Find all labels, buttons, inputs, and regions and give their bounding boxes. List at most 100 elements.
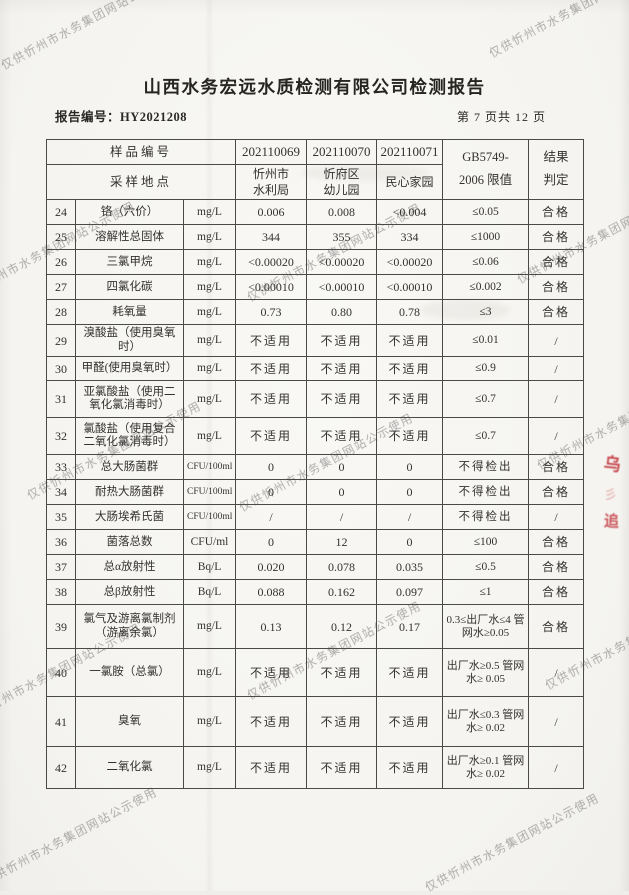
sample1-value-cell: 0.020 — [235, 554, 308, 581]
result-cell: 合格 — [528, 224, 585, 251]
row-number-cell: 37 — [46, 554, 76, 581]
unit-cell: mg/L — [182, 324, 237, 358]
parameter-name-cell: 一氯胺（总氯） — [75, 648, 184, 698]
unit-cell: mg/L — [182, 224, 237, 251]
limit-cell: 不得检出 — [442, 454, 530, 481]
limit-cell: 不得检出 — [442, 504, 530, 531]
unit-cell: mg/L — [182, 380, 237, 419]
sample3-value-cell: 0.78 — [376, 299, 444, 326]
table-row: 27 四氯化碳 mg/L <0.00010 <0.00010 <0.00010 ≤0.002… — [46, 274, 585, 301]
sample-id-label-cell: 样品编号 — [45, 139, 237, 165]
red-stamp-fragment: 乌 彡 追 — [599, 448, 629, 552]
sample2-value-cell: 0 — [306, 479, 378, 506]
sample2-value-cell: 0.80 — [306, 299, 378, 326]
sample3-value-cell: 0 — [376, 529, 444, 556]
limit-cell: ≤100 — [442, 529, 530, 556]
table-row: 37 总α放射性 Bq/L 0.020 0.078 0.035 ≤0.5 合格 — [46, 554, 585, 581]
sample3-value-cell: 不适用 — [376, 696, 444, 748]
sample2-value-cell: 不适用 — [306, 356, 378, 382]
row-number-cell: 28 — [46, 299, 76, 326]
parameter-name-cell: 溴酸盐（使用臭氧时） — [75, 324, 184, 358]
sample1-value-cell: 0.73 — [235, 299, 308, 326]
sample2-value-cell: 0.12 — [306, 604, 378, 650]
parameter-name-cell: 总α放射性 — [75, 554, 184, 581]
stamp-mark: 乌 — [602, 454, 622, 475]
sample2-value-cell: 不适用 — [306, 696, 378, 748]
result-cell: / — [528, 648, 585, 698]
sample3-value-cell: 不适用 — [376, 356, 444, 382]
sample2-value-cell: 0.078 — [306, 554, 378, 581]
unit-cell: mg/L — [182, 356, 237, 382]
sample1-value-cell: 0.006 — [235, 199, 308, 226]
result-cell: / — [528, 417, 585, 456]
limit-cell: ≤0.9 — [442, 356, 530, 382]
sample3-value-cell: <0.00010 — [376, 274, 444, 301]
sample1-value-cell: 0 — [235, 529, 308, 556]
result-cell: / — [528, 324, 585, 358]
row-number-cell: 31 — [46, 380, 76, 419]
report-number-value: HY2021208 — [120, 110, 188, 124]
unit-cell: CFU/100ml — [182, 504, 237, 531]
result-header-line2: 判定 — [543, 173, 569, 188]
table-row: 35 大肠埃希氏菌 CFU/100ml / / / 不得检出 / — [46, 504, 585, 531]
location-cell-1: 忻州市水利局 — [235, 163, 308, 201]
result-cell: / — [528, 696, 585, 748]
limit-standard-header-cell: GB5749- 2006 限值 — [442, 138, 530, 201]
sample3-value-cell: 0 — [376, 454, 444, 481]
limit-cell: ≤0.01 — [442, 324, 530, 358]
row-number-cell: 30 — [46, 356, 76, 382]
parameter-name-cell: 二氧化氯 — [75, 746, 184, 790]
result-header-cell: 结果 判定 — [528, 138, 585, 201]
unit-cell: CFU/ml — [182, 529, 237, 556]
sample3-value-cell: 0.097 — [376, 579, 444, 606]
sample1-value-cell: 不适用 — [235, 648, 308, 698]
result-cell: 合格 — [528, 604, 585, 650]
sample3-value-cell: <0.00020 — [376, 249, 444, 276]
sample2-value-cell: 0 — [306, 454, 378, 481]
result-cell: / — [528, 380, 585, 419]
result-cell: 合格 — [528, 554, 585, 581]
sample1-value-cell: 0 — [235, 454, 308, 481]
sample2-value-cell: 不适用 — [306, 417, 378, 456]
row-number-cell: 25 — [46, 224, 76, 251]
watermark-text: 仅供忻州市水务集团网站公示使用 — [423, 792, 602, 895]
result-cell: 合格 — [528, 274, 585, 301]
report-number: 报告编号：HY2021208 — [55, 106, 187, 125]
result-cell: 合格 — [528, 529, 585, 556]
sample1-value-cell: 不适用 — [235, 746, 308, 790]
row-number-cell: 36 — [46, 529, 76, 556]
header-row-sample-ids: 样品编号 202110069 202110070 202110071 GB574… — [45, 138, 585, 201]
sample2-value-cell: 0.008 — [306, 199, 378, 226]
sample2-value-cell: / — [306, 504, 378, 531]
row-number-cell: 35 — [46, 504, 76, 531]
table-row: 32 氯酸盐（使用复合二氧化氯消毒时） mg/L 不适用 不适用 不适用 ≤0.7/ — [46, 417, 585, 456]
limit-cell: ≤0.5 — [442, 554, 530, 581]
table-row: 24 铬（六价） mg/L 0.006 0.008 <0.004 ≤0.05 合格 — [46, 199, 585, 226]
limit-cell: ≤0.05 — [442, 199, 530, 226]
sample3-value-cell: 334 — [376, 224, 444, 251]
sample1-value-cell: 不适用 — [235, 380, 308, 419]
sample2-value-cell: <0.00010 — [306, 274, 378, 301]
page-indicator: 第 7 页共 12 页 — [456, 110, 546, 124]
unit-cell: mg/L — [182, 199, 237, 226]
table-row: 42 二氧化氯 mg/L 不适用 不适用 不适用 出厂水≥0.1 管网水≥ 0.02/ — [46, 746, 585, 790]
result-cell: 合格 — [528, 479, 585, 506]
parameter-name-cell: 四氯化碳 — [75, 274, 184, 301]
sample1-value-cell: <0.00010 — [235, 274, 308, 301]
sample1-value-cell: 0.088 — [235, 579, 308, 606]
location-text: 忻州市水利局 — [253, 167, 290, 198]
table-row: 26 三氯甲烷 mg/L <0.00020 <0.00020 <0.00020 ≤0.06 合… — [46, 249, 585, 276]
sample2-value-cell: 355 — [306, 224, 378, 251]
limit-cell: ≤3 — [442, 299, 530, 326]
result-header-line1: 结果 — [543, 150, 569, 165]
row-number-cell: 34 — [46, 479, 76, 506]
parameter-name-cell: 耐热大肠菌群 — [75, 479, 184, 506]
row-number-cell: 26 — [46, 249, 76, 276]
sample1-value-cell: / — [235, 504, 308, 531]
stamp-mark: 彡 — [604, 487, 618, 502]
sample2-value-cell: 不适用 — [306, 746, 378, 790]
sample1-value-cell: 不适用 — [235, 696, 308, 748]
sample3-value-cell: 不适用 — [376, 648, 444, 698]
sample3-value-cell: 不适用 — [376, 417, 444, 456]
